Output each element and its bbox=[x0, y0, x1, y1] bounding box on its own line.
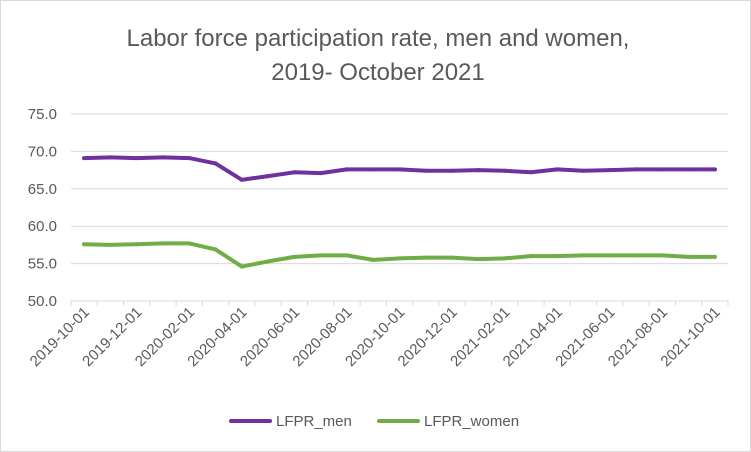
data-point-LFPR_men bbox=[292, 170, 297, 175]
y-tick-label: 75.0 bbox=[28, 106, 57, 123]
legend: LFPR_men LFPR_women bbox=[229, 413, 519, 430]
data-point-LFPR_women bbox=[266, 259, 271, 264]
data-point-LFPR_men bbox=[634, 167, 638, 172]
y-tick-label: 65.0 bbox=[28, 181, 57, 198]
data-point-LFPR_women bbox=[660, 253, 665, 258]
data-point-LFPR_men bbox=[266, 174, 271, 179]
data-point-LFPR_women bbox=[476, 257, 481, 262]
data-point-LFPR_women bbox=[108, 242, 113, 247]
data-point-LFPR_women bbox=[239, 264, 244, 269]
y-tick-label: 60.0 bbox=[28, 218, 57, 235]
data-point-LFPR_men bbox=[239, 177, 244, 182]
data-point-LFPR_men bbox=[82, 156, 87, 161]
data-point-LFPR_women bbox=[450, 255, 455, 260]
data-point-LFPR_men bbox=[213, 161, 218, 166]
data-point-LFPR_women bbox=[344, 253, 349, 258]
legend-label-LFPR_women: LFPR_women bbox=[424, 413, 519, 430]
y-axis-ticks: 50.0 55.0 60.0 65.0 70.0 75.0 bbox=[28, 106, 57, 310]
chart-title-line-2: 2019- October 2021 bbox=[271, 59, 484, 86]
data-point-LFPR_women bbox=[423, 255, 428, 260]
data-point-LFPR_women bbox=[686, 254, 691, 259]
data-point-LFPR_men bbox=[476, 168, 481, 173]
data-point-LFPR_men bbox=[108, 155, 113, 160]
data-point-LFPR_women bbox=[134, 242, 139, 247]
y-tick-label: 55.0 bbox=[28, 256, 57, 273]
data-point-LFPR_men bbox=[450, 168, 455, 173]
data-point-LFPR_women bbox=[634, 253, 638, 258]
data-point-LFPR_women bbox=[397, 256, 402, 261]
chart-title: Labor force participation rate, men and … bbox=[127, 25, 630, 86]
data-point-LFPR_men bbox=[581, 168, 586, 173]
data-point-LFPR_women bbox=[82, 242, 87, 247]
data-point-LFPR_women bbox=[318, 253, 323, 258]
data-point-LFPR_men bbox=[134, 156, 139, 161]
data-point-LFPR_women bbox=[502, 256, 507, 261]
legend-label-LFPR_men: LFPR_men bbox=[276, 413, 352, 430]
data-point-LFPR_women bbox=[371, 257, 376, 262]
data-point-LFPR_women bbox=[581, 253, 586, 258]
data-point-LFPR_women bbox=[213, 247, 218, 252]
data-point-LFPR_women bbox=[712, 254, 717, 259]
data-point-LFPR_men bbox=[371, 167, 376, 172]
data-point-LFPR_women bbox=[161, 241, 165, 246]
y-tick-label: 70.0 bbox=[28, 143, 57, 160]
data-point-LFPR_women bbox=[607, 253, 612, 258]
data-point-LFPR_men bbox=[187, 156, 192, 161]
data-point-LFPR_men bbox=[423, 168, 428, 173]
data-point-LFPR_men bbox=[161, 155, 165, 160]
data-point-LFPR_men bbox=[607, 168, 612, 173]
data-point-LFPR_women bbox=[187, 241, 192, 246]
data-point-LFPR_women bbox=[555, 254, 560, 259]
chart-title-line-1: Labor force participation rate, men and … bbox=[127, 25, 630, 52]
data-point-LFPR_men bbox=[712, 167, 717, 172]
data-point-LFPR_men bbox=[660, 167, 665, 172]
data-point-LFPR_men bbox=[555, 167, 560, 172]
data-point-LFPR_men bbox=[528, 170, 533, 175]
x-axis-ticks: 2019-10-012019-12-012020-02-012020-04-01… bbox=[27, 301, 729, 370]
data-point-LFPR_women bbox=[292, 254, 297, 259]
gridlines bbox=[71, 113, 728, 302]
data-point-LFPR_men bbox=[686, 167, 691, 172]
data-point-LFPR_men bbox=[318, 171, 323, 176]
series-lines bbox=[82, 155, 717, 269]
data-point-LFPR_men bbox=[344, 167, 349, 172]
y-tick-label: 50.0 bbox=[28, 293, 57, 310]
data-point-LFPR_women bbox=[528, 254, 533, 259]
data-point-LFPR_men bbox=[502, 168, 507, 173]
data-point-LFPR_men bbox=[397, 167, 402, 172]
